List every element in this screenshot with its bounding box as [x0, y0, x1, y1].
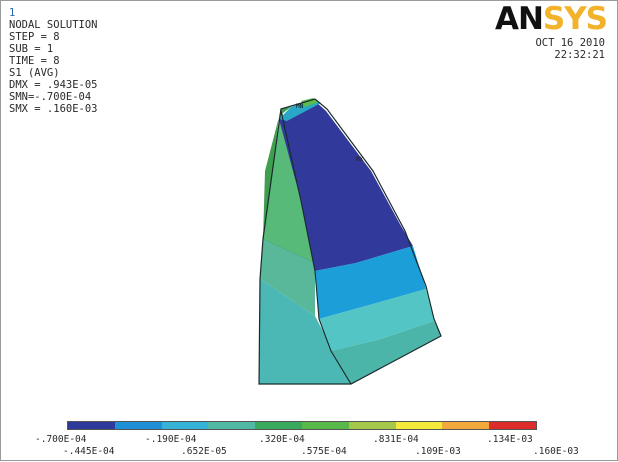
logo-an: AN [494, 1, 544, 37]
info-line: NODAL SOLUTION [9, 19, 98, 31]
legend-label-bottom: .109E-03 [415, 446, 461, 457]
legend-swatch [301, 422, 349, 429]
legend-swatch [489, 422, 536, 429]
window-number: 1 [9, 7, 16, 19]
info-line: DMX = .943E-05 [9, 79, 98, 91]
model-outline [258, 98, 442, 385]
legend-swatch [208, 422, 256, 429]
legend-swatch [114, 422, 162, 429]
legend-label-bottom: -.445E-04 [63, 446, 115, 457]
legend-swatch [395, 422, 443, 429]
date-text: OCT 16 2010 [535, 37, 605, 49]
legend-swatch [161, 422, 209, 429]
legend-label-top: .831E-04 [373, 434, 419, 445]
legend-label-top: .320E-04 [259, 434, 305, 445]
min-node-label: MN [296, 103, 304, 110]
left-face-mid [260, 239, 315, 316]
legend-label-top: -.700E-04 [35, 434, 87, 445]
contour-legend-bar [67, 421, 537, 430]
legend-swatch [348, 422, 396, 429]
center-edge [280, 110, 352, 385]
legend-label-bottom: .575E-04 [301, 446, 347, 457]
max-node-label: MX [356, 156, 364, 163]
info-line: SUB = 1 [9, 43, 54, 55]
info-line: STEP = 8 [9, 31, 60, 43]
legend-label-bottom: .160E-03 [533, 446, 579, 457]
legend-swatch [255, 422, 302, 429]
info-line: S1 (AVG) [9, 67, 60, 79]
right-face-band-teal [331, 321, 441, 384]
info-line: SMX = .160E-03 [9, 103, 98, 115]
ansys-logo: ANSYS [494, 1, 608, 37]
right-face-band-navy [279, 101, 413, 271]
right-face-band-blue [315, 246, 426, 319]
legend-swatch [442, 422, 490, 429]
legend-label-bottom: .652E-05 [181, 446, 227, 457]
time-text: 22:32:21 [554, 49, 605, 61]
info-line: TIME = 8 [9, 55, 60, 67]
info-line: SMN=-.700E-04 [9, 91, 92, 103]
solution-info-panel: 1 NODAL SOLUTION STEP = 8 SUB = 1 TIME =… [9, 7, 98, 115]
legend-label-top: .134E-03 [487, 434, 533, 445]
legend-swatch [68, 422, 115, 429]
left-green-strip [263, 107, 291, 239]
right-face-band-cyan [319, 289, 434, 351]
logo-sys: SYS [542, 1, 608, 37]
timestamp: OCT 16 2010 22:32:21 [535, 37, 605, 61]
left-face-lower [259, 279, 351, 384]
tip-green [301, 98, 319, 107]
legend-label-top: -.190E-04 [145, 434, 197, 445]
